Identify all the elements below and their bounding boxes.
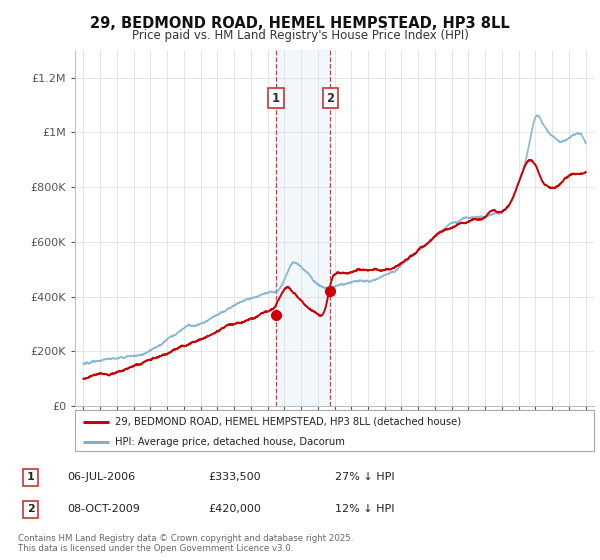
Text: 1: 1 — [272, 92, 280, 105]
Text: £420,000: £420,000 — [208, 505, 261, 515]
Text: 08-OCT-2009: 08-OCT-2009 — [67, 505, 140, 515]
Text: 27% ↓ HPI: 27% ↓ HPI — [335, 472, 394, 482]
Bar — [276, 50, 331, 406]
Text: 06-JUL-2006: 06-JUL-2006 — [67, 472, 135, 482]
Text: 2: 2 — [326, 92, 334, 105]
Text: Contains HM Land Registry data © Crown copyright and database right 2025.
This d: Contains HM Land Registry data © Crown c… — [18, 534, 353, 553]
Text: 29, BEDMOND ROAD, HEMEL HEMPSTEAD, HP3 8LL (detached house): 29, BEDMOND ROAD, HEMEL HEMPSTEAD, HP3 8… — [115, 417, 461, 427]
Text: £333,500: £333,500 — [208, 472, 261, 482]
Text: 1: 1 — [27, 472, 35, 482]
Text: 29, BEDMOND ROAD, HEMEL HEMPSTEAD, HP3 8LL: 29, BEDMOND ROAD, HEMEL HEMPSTEAD, HP3 8… — [90, 16, 510, 31]
Text: 2: 2 — [27, 505, 35, 515]
Text: 12% ↓ HPI: 12% ↓ HPI — [335, 505, 394, 515]
Text: HPI: Average price, detached house, Dacorum: HPI: Average price, detached house, Daco… — [115, 437, 346, 447]
Text: Price paid vs. HM Land Registry's House Price Index (HPI): Price paid vs. HM Land Registry's House … — [131, 29, 469, 42]
